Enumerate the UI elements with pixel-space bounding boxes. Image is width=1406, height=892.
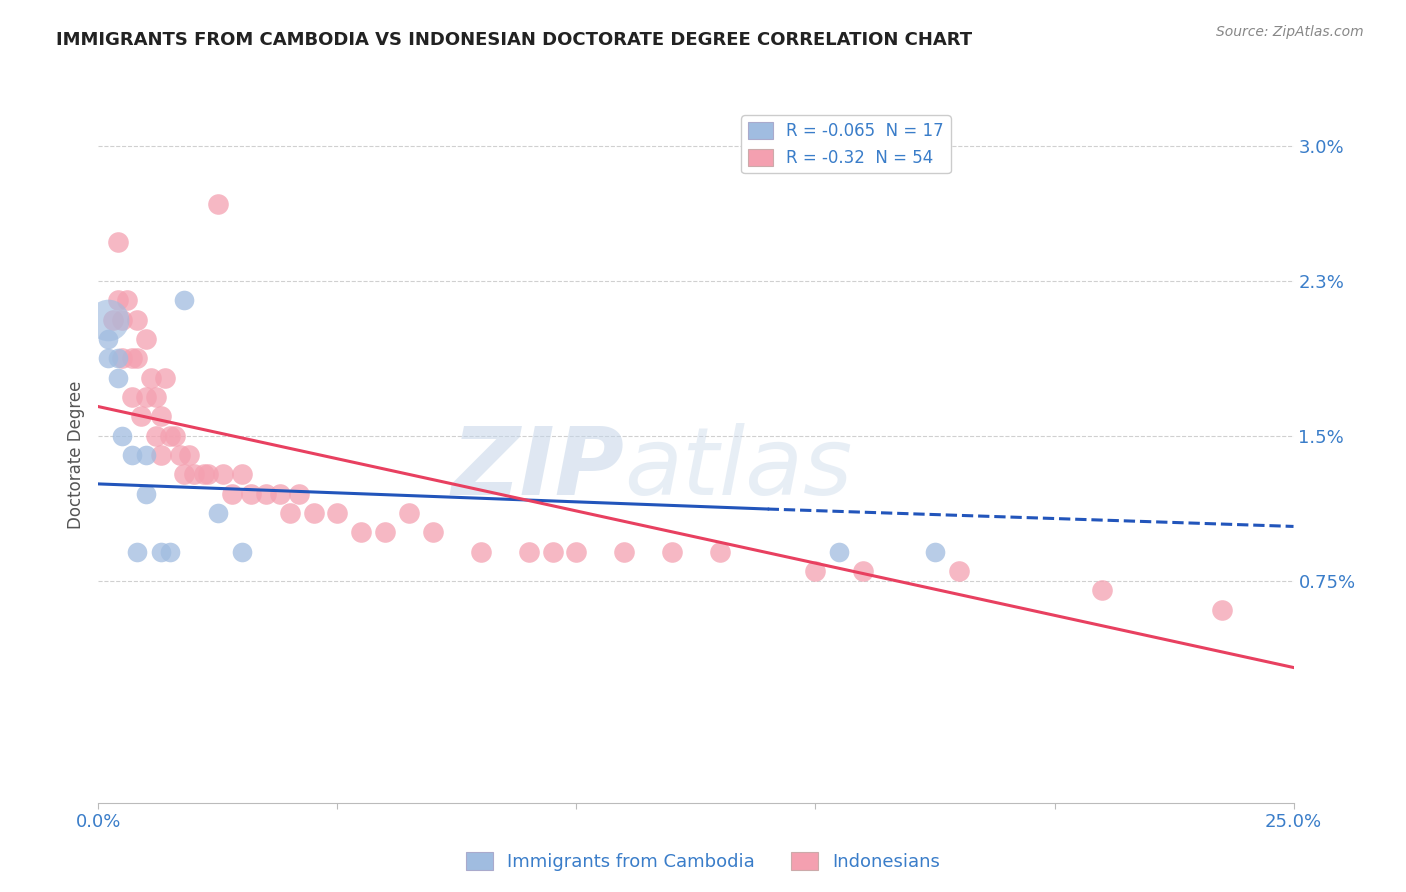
- Text: ZIP: ZIP: [451, 423, 624, 515]
- Point: [197, 467, 219, 482]
- Point: [231, 544, 253, 558]
- Point: [111, 428, 134, 442]
- Point: [179, 448, 201, 462]
- Point: [101, 312, 124, 326]
- Point: [422, 525, 444, 540]
- Point: [121, 351, 143, 366]
- Point: [613, 544, 636, 558]
- Point: [121, 448, 143, 462]
- Point: [565, 544, 588, 558]
- Point: [125, 544, 148, 558]
- Point: [470, 544, 492, 558]
- Point: [541, 544, 564, 558]
- Point: [207, 506, 229, 520]
- Point: [302, 506, 325, 520]
- Point: [169, 448, 191, 462]
- Point: [135, 332, 157, 346]
- Point: [145, 428, 167, 442]
- Point: [149, 448, 172, 462]
- Text: atlas: atlas: [624, 424, 852, 515]
- Point: [125, 312, 148, 326]
- Point: [173, 293, 195, 308]
- Point: [374, 525, 396, 540]
- Point: [231, 467, 253, 482]
- Point: [115, 293, 138, 308]
- Point: [852, 564, 875, 578]
- Point: [159, 428, 181, 442]
- Point: [828, 544, 851, 558]
- Point: [211, 467, 233, 482]
- Point: [125, 351, 148, 366]
- Point: [139, 370, 162, 384]
- Point: [135, 448, 157, 462]
- Point: [948, 564, 970, 578]
- Point: [326, 506, 349, 520]
- Point: [183, 467, 205, 482]
- Point: [517, 544, 540, 558]
- Point: [111, 312, 134, 326]
- Point: [350, 525, 373, 540]
- Point: [149, 409, 172, 424]
- Point: [149, 544, 172, 558]
- Point: [221, 486, 243, 500]
- Point: [1091, 583, 1114, 598]
- Point: [193, 467, 215, 482]
- Y-axis label: Doctorate Degree: Doctorate Degree: [66, 381, 84, 529]
- Point: [661, 544, 683, 558]
- Point: [269, 486, 291, 500]
- Point: [97, 332, 120, 346]
- Point: [107, 370, 129, 384]
- Point: [398, 506, 420, 520]
- Point: [159, 544, 181, 558]
- Point: [107, 293, 129, 308]
- Point: [1211, 602, 1233, 616]
- Point: [173, 467, 195, 482]
- Point: [924, 544, 946, 558]
- Point: [240, 486, 263, 500]
- Legend: Immigrants from Cambodia, Indonesians: Immigrants from Cambodia, Indonesians: [458, 845, 948, 879]
- Point: [111, 351, 134, 366]
- Point: [121, 390, 143, 404]
- Point: [135, 486, 157, 500]
- Point: [207, 196, 229, 211]
- Point: [155, 370, 177, 384]
- Point: [804, 564, 827, 578]
- Point: [254, 486, 277, 500]
- Point: [131, 409, 153, 424]
- Point: [97, 351, 120, 366]
- Point: [278, 506, 301, 520]
- Point: [145, 390, 167, 404]
- Point: [107, 235, 129, 250]
- Text: Source: ZipAtlas.com: Source: ZipAtlas.com: [1216, 25, 1364, 39]
- Point: [163, 428, 186, 442]
- Legend: R = -0.065  N = 17, R = -0.32  N = 54: R = -0.065 N = 17, R = -0.32 N = 54: [741, 115, 950, 173]
- Point: [709, 544, 731, 558]
- Point: [288, 486, 311, 500]
- Point: [135, 390, 157, 404]
- Text: IMMIGRANTS FROM CAMBODIA VS INDONESIAN DOCTORATE DEGREE CORRELATION CHART: IMMIGRANTS FROM CAMBODIA VS INDONESIAN D…: [56, 31, 973, 49]
- Point: [97, 312, 120, 326]
- Point: [107, 351, 129, 366]
